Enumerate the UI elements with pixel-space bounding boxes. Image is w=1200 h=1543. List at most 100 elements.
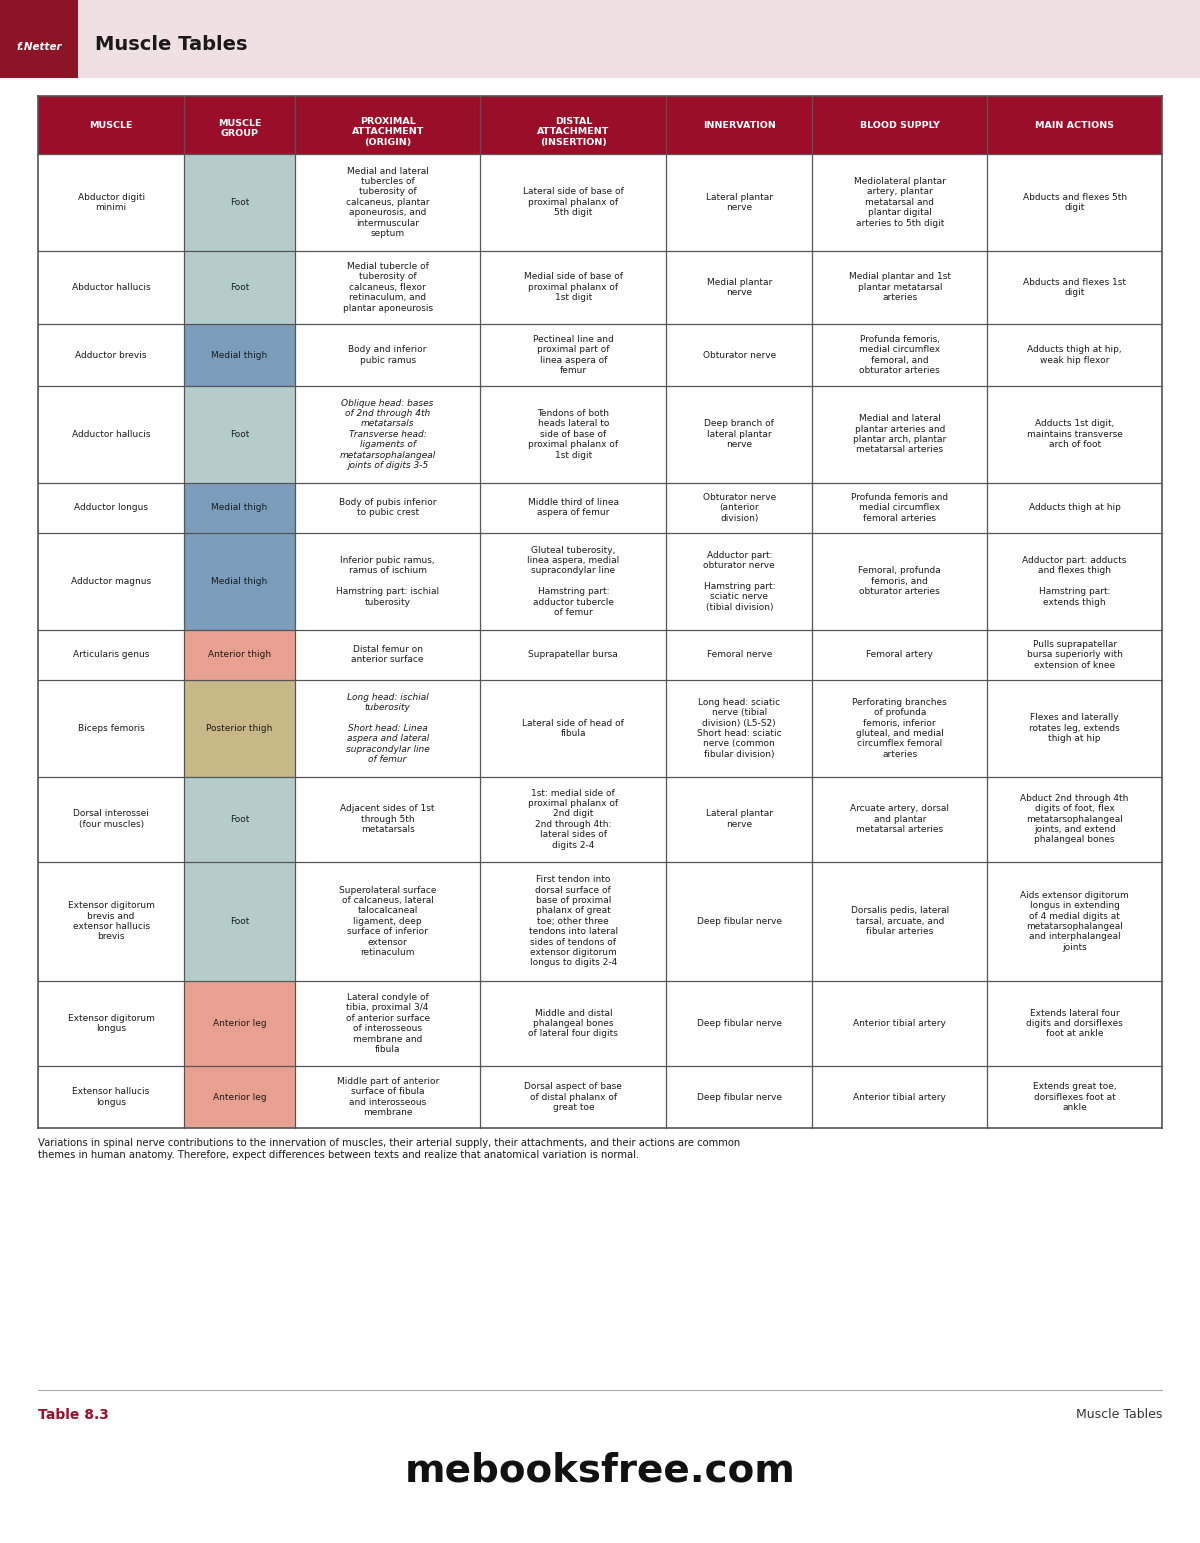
Text: Obturator nerve: Obturator nerve [703, 350, 776, 360]
Bar [38, 532, 1162, 630]
Text: Medial side of base of
proximal phalanx of
1st digit: Medial side of base of proximal phalanx … [524, 273, 623, 302]
Text: Inferior pubic ramus,
ramus of ischium

Hamstring part: ischial
tuberosity: Inferior pubic ramus, ramus of ischium H… [336, 555, 439, 606]
Text: Body of pubis inferior
to pubic crest: Body of pubis inferior to pubic crest [338, 498, 437, 517]
Bar [184, 1066, 295, 1128]
Text: Abductor digiti
minimi: Abductor digiti minimi [78, 193, 145, 211]
Text: Abduct 2nd through 4th
digits of foot, flex
metatarsophalangeal
joints, and exte: Abduct 2nd through 4th digits of foot, f… [1020, 793, 1129, 844]
Text: Long head: ischial
tuberosity

Short head: Linea
aspera and lateral
supracondyla: Long head: ischial tuberosity Short head… [346, 693, 430, 764]
Text: Abductor hallucis: Abductor hallucis [72, 282, 150, 292]
Bar [184, 483, 295, 532]
Bar [0, 0, 1200, 79]
Bar [184, 861, 295, 981]
Bar [184, 981, 295, 1066]
Text: First tendon into
dorsal surface of
base of proximal
phalanx of great
toe; other: First tendon into dorsal surface of base… [529, 875, 618, 967]
Text: Middle third of linea
aspera of femur: Middle third of linea aspera of femur [528, 498, 619, 517]
Text: Oblique head: bases
of 2nd through 4th
metatarsals
Transverse head:
ligaments of: Oblique head: bases of 2nd through 4th m… [340, 398, 436, 471]
Text: Profunda femoris,
medial circumflex
femoral, and
obturator arteries: Profunda femoris, medial circumflex femo… [859, 335, 941, 375]
Text: Anterior thigh: Anterior thigh [208, 650, 271, 659]
Text: Mediolateral plantar
artery, plantar
metatarsal and
plantar digital
arteries to : Mediolateral plantar artery, plantar met… [854, 177, 946, 227]
Text: MUSCLE
GROUP: MUSCLE GROUP [217, 119, 262, 139]
Text: Extensor digitorum
brevis and
extensor hallucis
brevis: Extensor digitorum brevis and extensor h… [67, 901, 155, 941]
Text: MUSCLE: MUSCLE [89, 120, 133, 130]
Bar [0, 0, 78, 79]
Text: Foot: Foot [230, 198, 250, 207]
Text: Medial tubercle of
tuberosity of
calcaneus, flexor
retinaculum, and
plantar apon: Medial tubercle of tuberosity of calcane… [342, 262, 433, 313]
Text: Adductor hallucis: Adductor hallucis [72, 430, 150, 438]
Text: Foot: Foot [230, 917, 250, 926]
Bar [38, 981, 1162, 1066]
Text: Abducts and flexes 5th
digit: Abducts and flexes 5th digit [1022, 193, 1127, 211]
Text: Extends great toe,
dorsiflexes foot at
ankle: Extends great toe, dorsiflexes foot at a… [1033, 1082, 1116, 1113]
Text: Femoral nerve: Femoral nerve [707, 650, 772, 659]
Text: DISTAL
ATTACHMENT
(INSERTION): DISTAL ATTACHMENT (INSERTION) [538, 117, 610, 147]
Text: Muscle Tables: Muscle Tables [95, 34, 247, 54]
Text: Adductor part: adducts
and flexes thigh

Hamstring part:
extends thigh: Adductor part: adducts and flexes thigh … [1022, 555, 1127, 606]
Text: Medial plantar
nerve: Medial plantar nerve [707, 278, 772, 296]
Bar [0, 79, 1200, 96]
Text: Adductor longus: Adductor longus [74, 503, 148, 512]
Text: Superolateral surface
of calcaneus, lateral
talocalcaneal
ligament, deep
surface: Superolateral surface of calcaneus, late… [338, 886, 437, 957]
Text: Foot: Foot [230, 815, 250, 824]
Text: Biceps femoris: Biceps femoris [78, 724, 144, 733]
Bar [38, 154, 1162, 250]
Text: Lateral plantar
nerve: Lateral plantar nerve [706, 193, 773, 211]
Text: Adductor magnus: Adductor magnus [71, 577, 151, 586]
Text: Lateral side of base of
proximal phalanx of
5th digit: Lateral side of base of proximal phalanx… [523, 187, 624, 218]
Text: Medial thigh: Medial thigh [211, 577, 268, 586]
Bar [38, 1066, 1162, 1128]
Text: Medial and lateral
tubercles of
tuberosity of
calcaneus, plantar
aponeurosis, an: Medial and lateral tubercles of tuberosi… [346, 167, 430, 238]
Text: Foot: Foot [230, 430, 250, 438]
Text: Extensor digitorum
longus: Extensor digitorum longus [67, 1014, 155, 1034]
Bar [38, 483, 1162, 532]
Text: Adducts thigh at hip,
weak hip flexor: Adducts thigh at hip, weak hip flexor [1027, 346, 1122, 364]
Text: Deep fibular nerve: Deep fibular nerve [697, 1092, 781, 1102]
Text: Posterior thigh: Posterior thigh [206, 724, 272, 733]
Text: MAIN ACTIONS: MAIN ACTIONS [1036, 120, 1114, 130]
Text: Perforating branches
of profunda
femoris, inferior
gluteal, and medial
circumfle: Perforating branches of profunda femoris… [852, 697, 947, 759]
Text: Obturator nerve
(anterior
division): Obturator nerve (anterior division) [703, 492, 776, 523]
Text: Pulls suprapatellar
bursa superiorly with
extension of knee: Pulls suprapatellar bursa superiorly wit… [1027, 640, 1122, 670]
Text: Medial thigh: Medial thigh [211, 503, 268, 512]
Bar [38, 386, 1162, 483]
Text: Deep fibular nerve: Deep fibular nerve [697, 917, 781, 926]
Text: Arcuate artery, dorsal
and plantar
metatarsal arteries: Arcuate artery, dorsal and plantar metat… [851, 804, 949, 833]
Text: Aids extensor digitorum
longus in extending
of 4 medial digits at
metatarsophala: Aids extensor digitorum longus in extend… [1020, 890, 1129, 952]
Text: 1st: medial side of
proximal phalanx of
2nd digit
2nd through 4th:
lateral sides: 1st: medial side of proximal phalanx of … [528, 788, 618, 850]
Bar [38, 776, 1162, 861]
Text: Anterior leg: Anterior leg [212, 1018, 266, 1028]
Bar [184, 386, 295, 483]
Text: Medial thigh: Medial thigh [211, 350, 268, 360]
Text: Lateral plantar
nerve: Lateral plantar nerve [706, 809, 773, 829]
Bar [38, 680, 1162, 776]
Text: Dorsalis pedis, lateral
tarsal, arcuate, and
fibular arteries: Dorsalis pedis, lateral tarsal, arcuate,… [851, 906, 949, 937]
Text: Lateral side of head of
fibula: Lateral side of head of fibula [522, 719, 624, 738]
Text: Extends lateral four
digits and dorsiflexes
foot at ankle: Extends lateral four digits and dorsifle… [1026, 1009, 1123, 1038]
Text: Anterior tibial artery: Anterior tibial artery [853, 1018, 947, 1028]
Bar [184, 532, 295, 630]
Text: Deep branch of
lateral plantar
nerve: Deep branch of lateral plantar nerve [704, 420, 774, 449]
Text: Adducts thigh at hip: Adducts thigh at hip [1028, 503, 1121, 512]
Text: Table 8.3: Table 8.3 [38, 1409, 109, 1423]
Text: Middle part of anterior
surface of fibula
and interosseous
membrane: Middle part of anterior surface of fibul… [336, 1077, 439, 1117]
Bar [38, 861, 1162, 981]
Text: Medial and lateral
plantar arteries and
plantar arch, plantar
metatarsal arterie: Medial and lateral plantar arteries and … [853, 414, 947, 454]
Text: Adductor brevis: Adductor brevis [76, 350, 146, 360]
Bar [184, 776, 295, 861]
Bar [38, 250, 1162, 324]
Text: Medial plantar and 1st
plantar metatarsal
arteries: Medial plantar and 1st plantar metatarsa… [848, 273, 950, 302]
Bar [184, 630, 295, 680]
Text: Femoral artery: Femoral artery [866, 650, 934, 659]
Text: f.Netter: f.Netter [16, 42, 62, 52]
Text: Femoral, profunda
femoris, and
obturator arteries: Femoral, profunda femoris, and obturator… [858, 566, 941, 596]
Text: Adducts 1st digit,
maintains transverse
arch of foot: Adducts 1st digit, maintains transverse … [1027, 420, 1122, 449]
Text: PROXIMAL
ATTACHMENT
(ORIGIN): PROXIMAL ATTACHMENT (ORIGIN) [352, 117, 424, 147]
Text: Extensor hallucis
longus: Extensor hallucis longus [72, 1088, 150, 1106]
Bar [184, 680, 295, 776]
Text: Anterior tibial artery: Anterior tibial artery [853, 1092, 947, 1102]
Text: mebooksfree.com: mebooksfree.com [404, 1450, 796, 1489]
Text: Suprapatellar bursa: Suprapatellar bursa [528, 650, 618, 659]
Text: Tendons of both
heads lateral to
side of base of
proximal phalanx of
1st digit: Tendons of both heads lateral to side of… [528, 409, 618, 460]
Bar [38, 96, 1162, 154]
Text: Profunda femoris and
medial circumflex
femoral arteries: Profunda femoris and medial circumflex f… [851, 492, 948, 523]
Text: BLOOD SUPPLY: BLOOD SUPPLY [860, 120, 940, 130]
